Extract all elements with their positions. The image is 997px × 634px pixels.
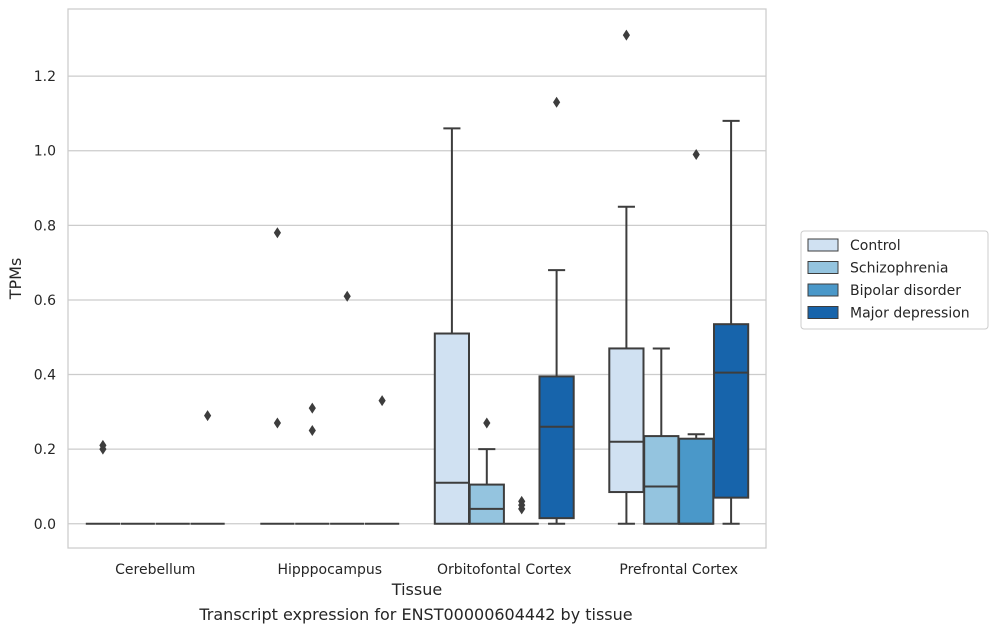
box xyxy=(643,347,680,525)
box xyxy=(468,417,505,525)
outlier-point xyxy=(483,417,491,429)
box xyxy=(330,290,365,525)
legend-swatch xyxy=(807,238,839,252)
figure-caption: Transcript expression for ENST0000060444… xyxy=(199,605,633,624)
box xyxy=(608,29,645,525)
box-body xyxy=(433,332,471,525)
legend-swatch xyxy=(807,306,839,319)
outlier-point xyxy=(378,395,386,407)
x-tick-label: Cerebellum xyxy=(115,562,195,578)
legend-swatch xyxy=(807,261,839,274)
box-body xyxy=(678,437,715,525)
box xyxy=(190,410,225,525)
outlier-point xyxy=(518,503,526,515)
boxes xyxy=(85,29,750,525)
y-tick-label: 0.2 xyxy=(34,442,56,458)
legend-frame xyxy=(800,230,989,330)
legend-label: Bipolar disorder xyxy=(850,283,961,299)
outlier-point xyxy=(204,410,212,422)
box xyxy=(260,227,295,525)
x-tick-label: Orbitofontal Cortex xyxy=(437,562,572,578)
outlier-point xyxy=(308,425,316,437)
y-tick-label: 0.8 xyxy=(34,218,56,234)
y-axis-label: TPMs xyxy=(6,258,25,301)
y-tick-label: 1.0 xyxy=(34,144,56,160)
legend-label: Schizophrenia xyxy=(850,261,948,277)
y-tick-labels: 0.0 0.2 0.4 0.6 0.8 1.0 1.2 xyxy=(34,69,56,533)
x-tick-label: Hipppocampus xyxy=(277,562,382,578)
y-tick-label: 1.2 xyxy=(34,69,56,85)
box-body xyxy=(643,435,680,525)
y-tick-label: 0.6 xyxy=(34,293,56,309)
outlier-point xyxy=(553,96,561,108)
legend-label: Control xyxy=(850,238,901,254)
box xyxy=(295,402,330,525)
box xyxy=(712,119,750,525)
box xyxy=(364,395,400,525)
box-body xyxy=(468,483,505,525)
outlier-point xyxy=(308,402,316,414)
x-axis-label: Tissue xyxy=(391,580,442,599)
outlier-point xyxy=(273,417,281,429)
box xyxy=(85,439,121,525)
legend-label: Major depression xyxy=(850,306,970,322)
plot-frame xyxy=(67,8,767,549)
box-body xyxy=(538,375,575,520)
box xyxy=(504,495,539,525)
outlier-point xyxy=(692,148,700,160)
box xyxy=(538,96,575,525)
y-tick-label: 0.4 xyxy=(34,368,56,384)
x-tick-labels: Cerebellum Hipppocampus Orbitofontal Corte… xyxy=(115,562,738,578)
outlier-point xyxy=(622,29,630,41)
box xyxy=(433,127,471,525)
legend: Control Schizophrenia Bipolar disorder Majo… xyxy=(800,230,989,330)
outlier-point xyxy=(343,290,351,302)
box-body xyxy=(712,323,750,499)
outlier-point xyxy=(99,443,107,455)
gridlines xyxy=(68,75,766,525)
box xyxy=(678,148,715,525)
box-body xyxy=(608,347,645,494)
outlier-point xyxy=(273,227,281,239)
y-tick-label: 0.0 xyxy=(34,517,56,533)
legend-swatch xyxy=(807,283,839,297)
x-tick-label: Prefrontal Cortex xyxy=(619,562,738,578)
